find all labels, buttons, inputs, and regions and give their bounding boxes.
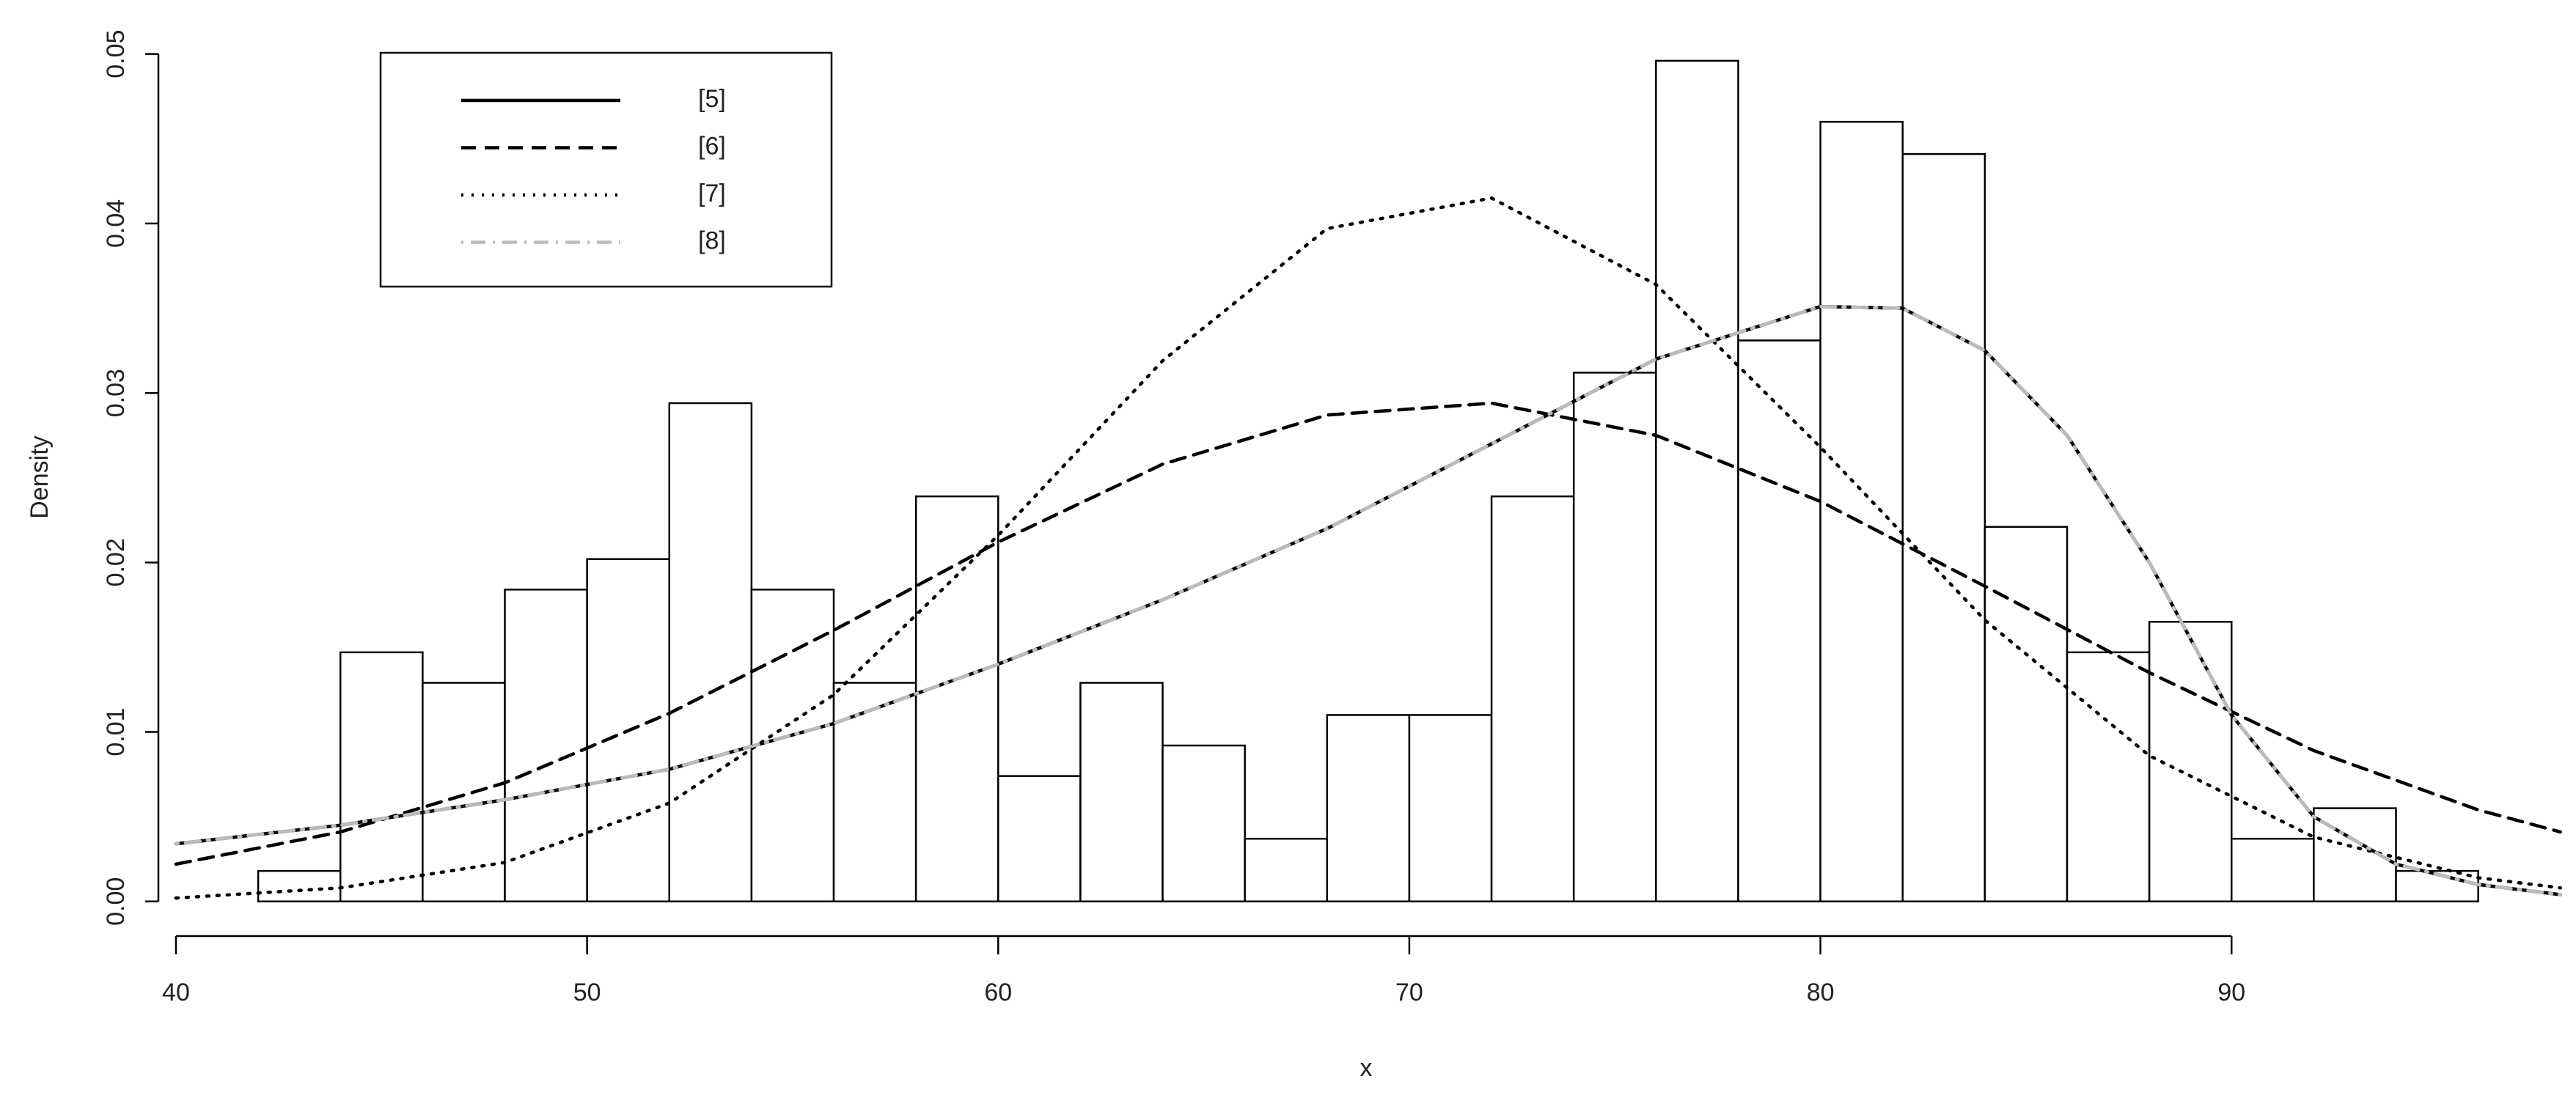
bar bbox=[2231, 837, 2315, 903]
x-tick-label: 50 bbox=[573, 979, 601, 1006]
x-tick-label: 60 bbox=[984, 979, 1012, 1006]
bar bbox=[832, 682, 917, 903]
bar bbox=[1490, 495, 1575, 903]
x-tick-label: 80 bbox=[1807, 979, 1835, 1006]
bar bbox=[1326, 714, 1411, 903]
bar bbox=[1162, 744, 1246, 903]
bar bbox=[257, 869, 342, 903]
y-tick-label: 0.02 bbox=[102, 538, 130, 586]
bar bbox=[2066, 651, 2151, 903]
legend-label: [7] bbox=[698, 180, 726, 207]
bar bbox=[914, 495, 999, 903]
y-axis-label: Density bbox=[26, 435, 54, 518]
x-axis-label: x bbox=[1360, 1054, 1373, 1082]
legend-label: [5] bbox=[698, 85, 726, 113]
bar bbox=[1984, 526, 2069, 903]
bar bbox=[504, 589, 588, 903]
y-tick-label: 0.03 bbox=[102, 369, 130, 417]
bar bbox=[997, 775, 1082, 903]
bar bbox=[339, 651, 424, 903]
bar bbox=[1819, 120, 1904, 903]
bar bbox=[1408, 714, 1493, 903]
bar bbox=[1572, 372, 1657, 903]
bar bbox=[1079, 682, 1164, 903]
x-tick-label: 70 bbox=[1395, 979, 1423, 1006]
legend-label: [6] bbox=[698, 132, 726, 160]
x-tick-label: 40 bbox=[162, 979, 190, 1006]
legend-box bbox=[379, 51, 833, 288]
y-tick-label: 0.04 bbox=[102, 199, 130, 248]
bar bbox=[1244, 837, 1329, 903]
bar bbox=[750, 589, 835, 903]
y-tick-label: 0.05 bbox=[102, 30, 130, 78]
y-tick-label: 0.00 bbox=[102, 877, 130, 926]
y-tick-label: 0.01 bbox=[102, 707, 130, 756]
legend-label: [8] bbox=[698, 227, 726, 254]
bar bbox=[1737, 339, 1821, 903]
x-tick-label: 90 bbox=[2217, 979, 2245, 1006]
density-curve bbox=[174, 196, 2563, 900]
bar bbox=[1655, 59, 1739, 903]
density-curve bbox=[174, 304, 2563, 896]
bar bbox=[668, 402, 753, 903]
bar bbox=[1901, 152, 1986, 903]
